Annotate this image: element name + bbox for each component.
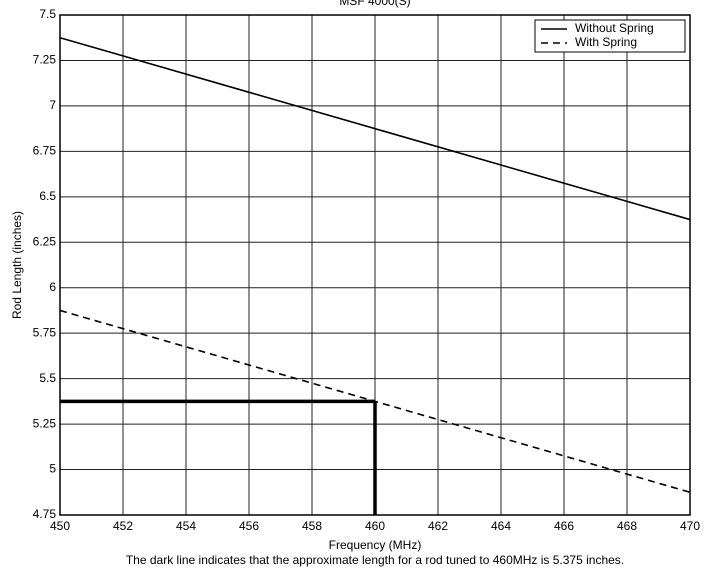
x-tick-label: 468 — [617, 519, 637, 533]
x-tick-label: 450 — [50, 519, 70, 533]
y-tick-label: 7 — [49, 98, 56, 112]
x-tick-label: 462 — [428, 519, 448, 533]
y-tick-label: 6.5 — [39, 189, 56, 203]
legend-label: With Spring — [575, 35, 637, 49]
y-tick-label: 5.75 — [33, 325, 57, 339]
x-tick-label: 460 — [365, 519, 385, 533]
x-tick-label: 470 — [680, 519, 700, 533]
y-tick-label: 5.25 — [33, 416, 57, 430]
y-tick-label: 6.75 — [33, 144, 57, 158]
y-tick-label: 5 — [49, 462, 56, 476]
y-tick-label: 6.25 — [33, 234, 57, 248]
x-tick-label: 458 — [302, 519, 322, 533]
y-tick-label: 6 — [49, 280, 56, 294]
y-tick-label: 7.5 — [39, 7, 56, 21]
series-line — [59, 36, 691, 221]
y-tick-label: 4.75 — [33, 507, 57, 521]
x-tick-label: 464 — [491, 519, 511, 533]
x-tick-label: 454 — [176, 519, 196, 533]
legend-box — [534, 19, 686, 53]
chart-title: MSF 4000(S) — [339, 0, 410, 8]
legend-label: Without Spring — [575, 21, 654, 35]
x-tick-label: 466 — [554, 519, 574, 533]
x-tick-label: 456 — [239, 519, 259, 533]
y-tick-label: 7.25 — [33, 53, 57, 67]
x-axis-label: Frequency (MHz) — [329, 538, 422, 552]
x-tick-label: 452 — [113, 519, 133, 533]
y-axis-label: Rod Length (inches) — [10, 211, 24, 319]
y-tick-label: 5.5 — [39, 371, 56, 385]
caption: The dark line indicates that the approxi… — [126, 553, 624, 567]
